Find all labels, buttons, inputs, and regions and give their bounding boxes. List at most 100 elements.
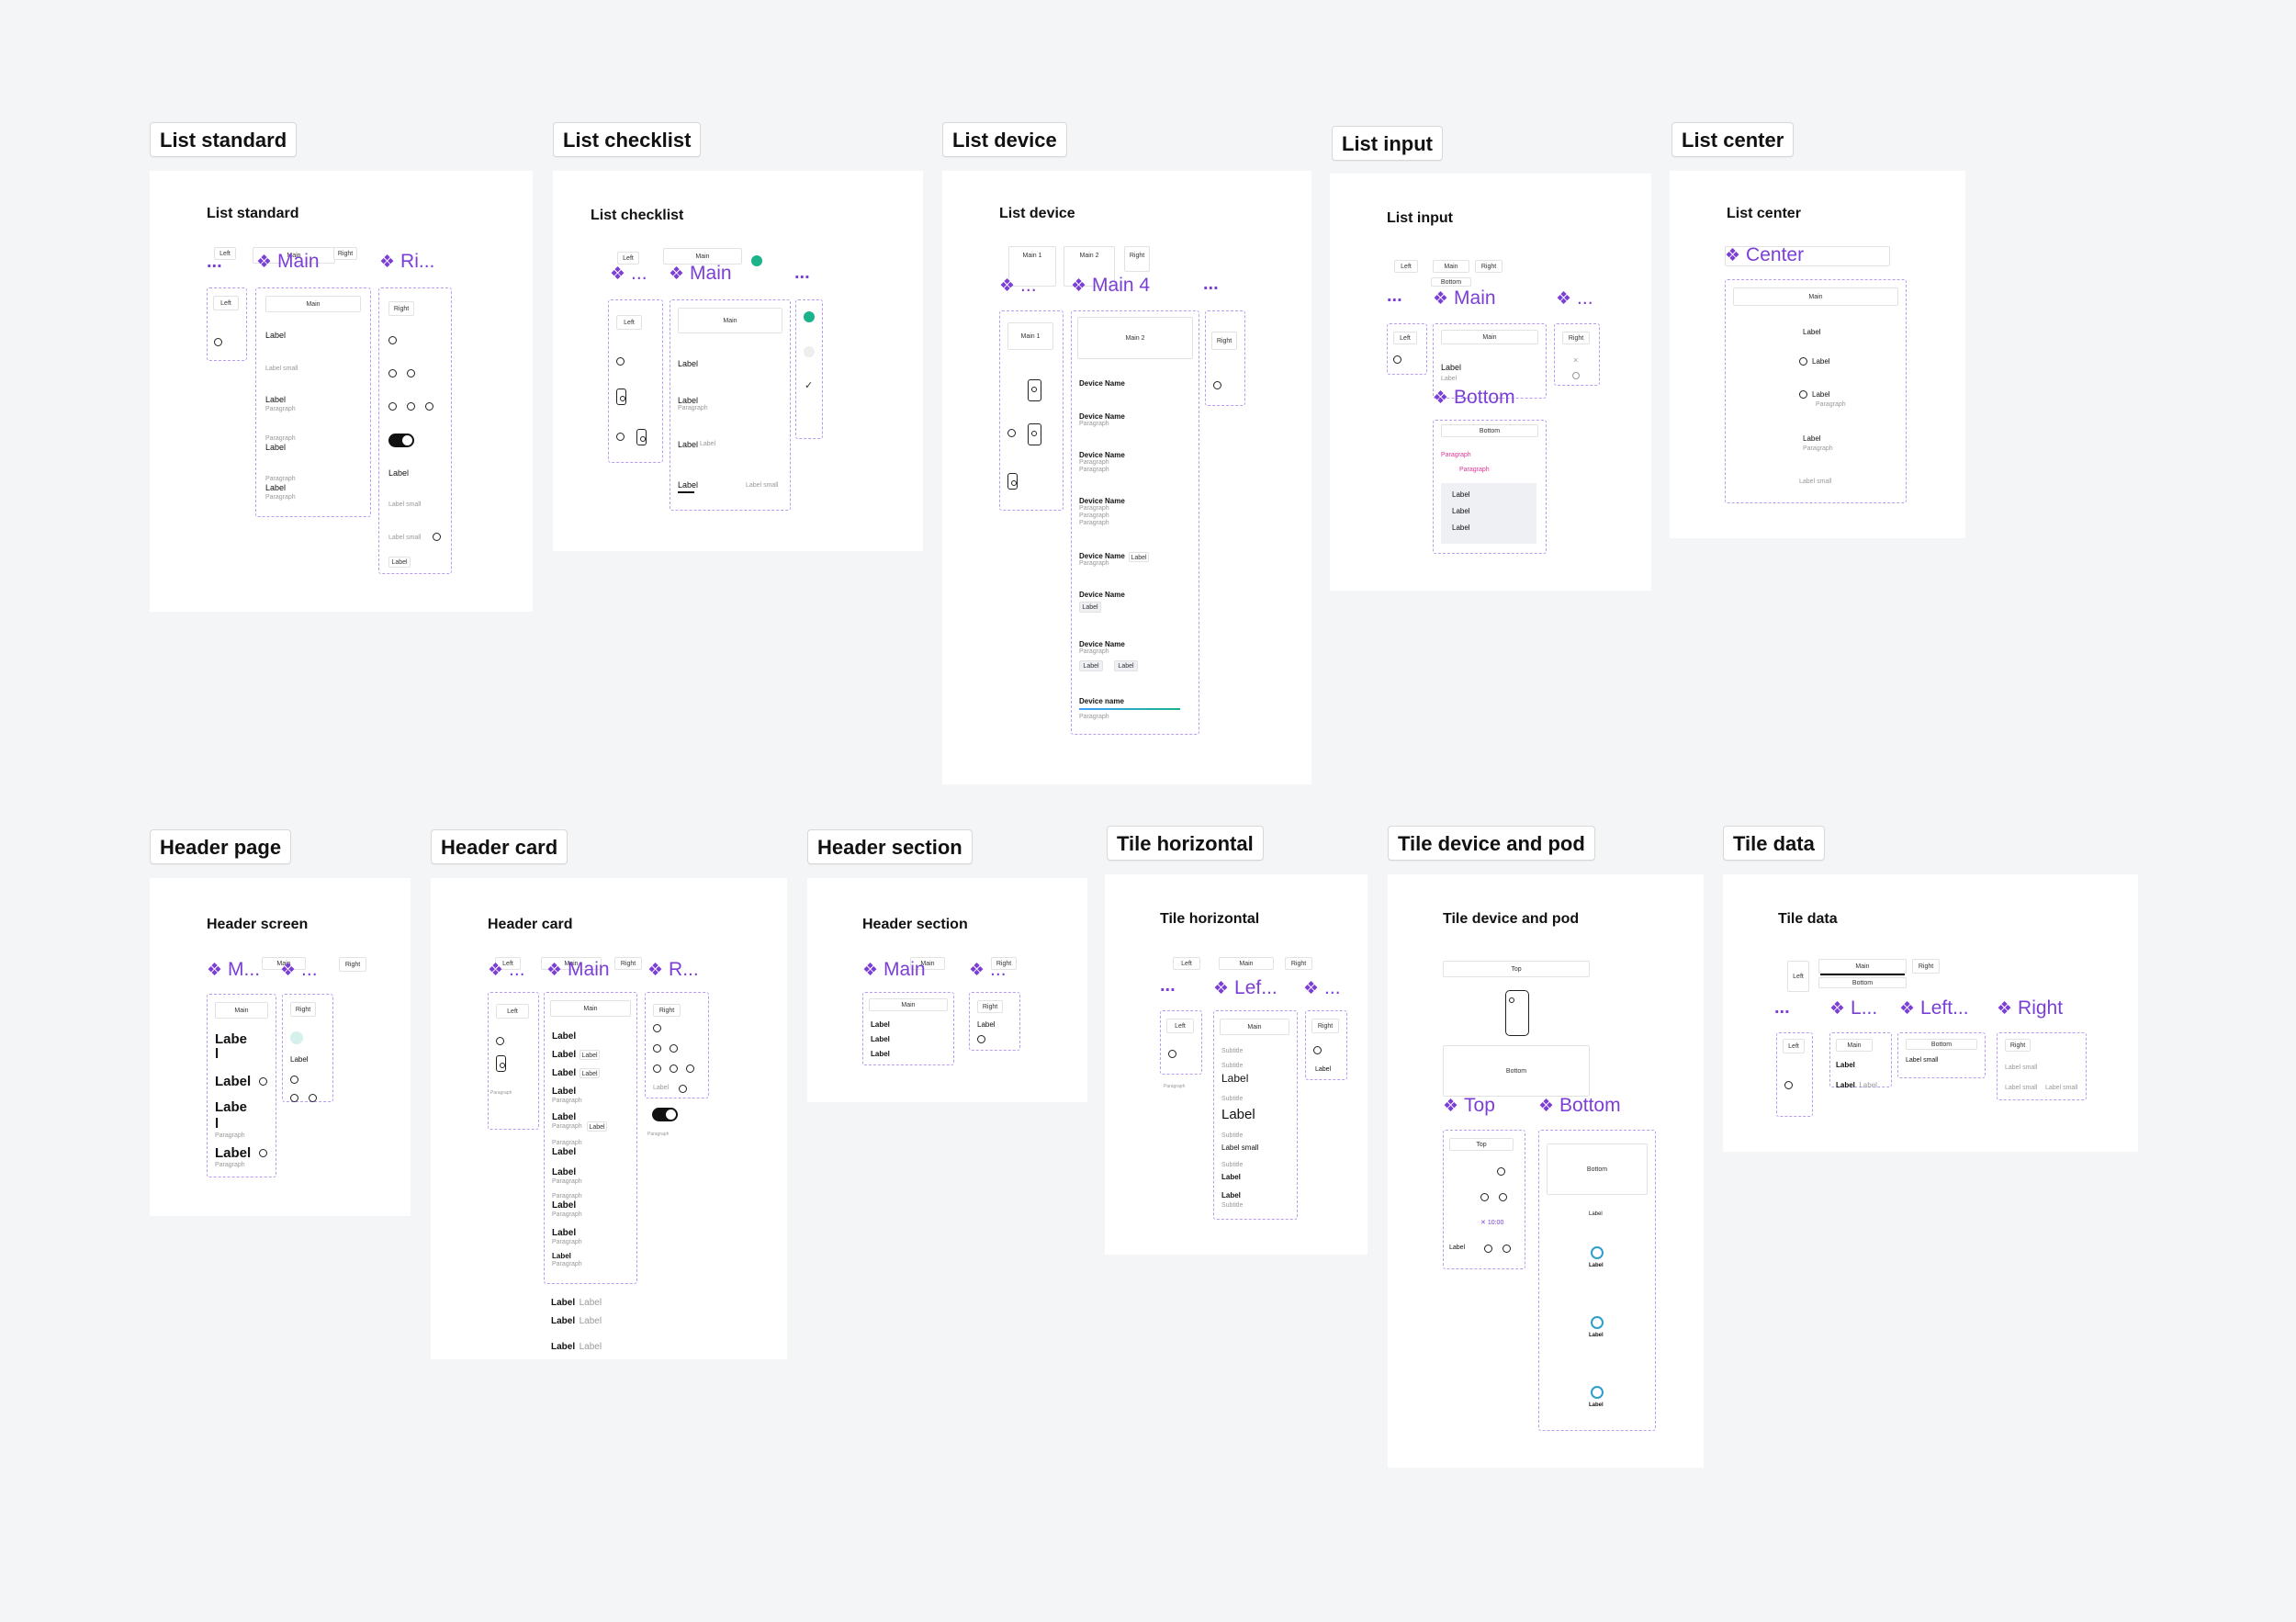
component-label[interactable]: ❖ Main [862,959,926,981]
check-icon[interactable]: ✓ [805,380,814,391]
component-label[interactable]: ❖ Top [1443,1095,1495,1117]
pod-icon[interactable] [1591,1246,1604,1259]
radio-icon[interactable] [496,1037,504,1045]
radio-icon[interactable] [616,433,625,441]
radio-icon[interactable] [259,1077,267,1086]
radio-icon[interactable] [653,1044,661,1053]
chip-main1[interactable]: Main 1 [1007,322,1053,350]
component-label[interactable]: ❖... [1556,287,1593,310]
component-label[interactable]: ❖ Main [256,251,320,273]
section-tab[interactable]: List center [1671,122,1795,157]
chip-left[interactable]: Left [1394,260,1418,273]
section-tab[interactable]: Tile horizontal [1107,826,1264,861]
chip-main[interactable]: Main [1733,287,1898,306]
section-tab[interactable]: List input [1332,126,1443,161]
chip-top[interactable]: Top [1449,1138,1514,1151]
component-label[interactable]: ❖... [488,959,525,981]
radio-icon[interactable] [1499,1193,1507,1201]
component-label[interactable]: ❖... [610,263,647,285]
chip-bottom[interactable]: Bottom [1431,277,1471,287]
component-label[interactable]: ❖ Right [1997,997,2063,1019]
chip-label[interactable]: Label [580,1068,600,1078]
chip-bottom[interactable]: Bottom [1906,1039,1977,1050]
dropdown-list[interactable]: Label Label Label [1441,483,1536,544]
radio-icon[interactable] [407,369,415,377]
component-label[interactable]: ❖ Main [546,959,610,981]
section-tab[interactable]: Header card [431,829,568,864]
radio-icon[interactable] [407,402,415,411]
chip-left[interactable]: Left [214,247,236,260]
pod-icon[interactable] [1591,1386,1604,1399]
chip-label[interactable]: Label [1079,602,1101,613]
component-label[interactable]: ❖ Bottom [1538,1095,1621,1117]
radio-icon[interactable] [388,402,397,411]
chip-left[interactable]: Left [1783,1039,1805,1053]
chip-right[interactable]: Right [2005,1039,2031,1052]
chip-right[interactable]: Right [339,957,366,972]
radio-icon[interactable] [653,1024,661,1032]
chip-main[interactable]: Main [215,1002,268,1019]
chip-label[interactable]: Label [1129,552,1149,562]
chip-left[interactable]: Left [213,296,239,310]
radio-icon[interactable] [670,1064,678,1073]
chip-main[interactable] [1725,246,1890,266]
chip-left[interactable]: Left [1173,957,1200,970]
chip-bottom[interactable]: Bottom [1443,1045,1590,1097]
component-label[interactable]: ❖ Main 4 [1071,275,1150,297]
chip-right[interactable]: Right [290,1002,316,1017]
radio-icon[interactable] [653,1064,661,1073]
chip-left[interactable]: Left [616,315,642,330]
chip-main[interactable]: Main [678,308,782,333]
chip-main[interactable]: Main [1220,1019,1289,1035]
chip-main2[interactable]: Main 2 [1077,317,1193,359]
component-label[interactable]: ❖ Bottom [1433,387,1515,409]
radio-icon[interactable] [1799,357,1807,366]
chip-main[interactable]: Main [265,296,361,312]
chip-main[interactable]: Main [262,957,306,970]
chip-right[interactable]: Right [1124,246,1150,272]
component-label[interactable]: ❖ Left... [1899,997,1969,1019]
chip-main[interactable]: Main [1441,330,1538,344]
component-label[interactable]: ❖ Lef... [1213,977,1277,999]
radio-icon[interactable] [1480,1193,1489,1201]
component-label[interactable]: ❖ R... [647,959,699,981]
chip-label[interactable]: Label [580,1050,600,1060]
chip-right[interactable]: Right [977,1000,1003,1013]
radio-icon[interactable] [1503,1245,1511,1253]
chip-right[interactable]: Right [614,957,642,970]
avatar[interactable] [290,1031,303,1044]
radio-icon[interactable] [433,533,441,541]
chip-label[interactable]: Label [1114,660,1138,671]
radio-icon[interactable] [309,1094,317,1102]
chip-right[interactable]: Right [1211,332,1237,350]
chip-main[interactable]: Main [550,1000,631,1017]
chip-main[interactable]: Main [1836,1039,1873,1052]
chip-main[interactable]: Main [541,957,602,970]
radio-icon[interactable] [1007,429,1016,437]
section-tab[interactable]: Tile device and pod [1388,826,1595,861]
radio-icon[interactable] [214,338,222,346]
section-tab[interactable]: List device [942,122,1067,157]
radio-icon[interactable] [1799,390,1807,399]
chip-right[interactable]: Right [991,957,1017,970]
radio-icon[interactable] [1784,1081,1793,1089]
chip-right[interactable]: Right [388,301,414,316]
chip-label[interactable]: Label [1079,660,1103,671]
radio-icon[interactable] [388,336,397,344]
radio-icon[interactable] [686,1064,694,1073]
radio-icon[interactable] [1168,1050,1176,1058]
component-label[interactable]: ❖ M... [207,959,260,981]
component-label[interactable]: ❖ Ri... [379,251,434,273]
section-tab[interactable]: List standard [150,122,298,157]
section-tab[interactable]: List checklist [553,122,702,157]
dropdown-item[interactable]: Label [1452,490,1470,499]
radio-icon[interactable] [1393,355,1401,364]
radio-icon[interactable] [1572,372,1580,379]
chip-main[interactable]: Main [869,998,948,1011]
chip-right[interactable]: Right [333,247,357,260]
section-tab[interactable]: Header section [807,829,973,864]
chip-left[interactable]: Left [1787,961,1809,992]
radio-icon[interactable] [1497,1167,1505,1176]
radio-icon[interactable] [1313,1046,1322,1054]
chip-bottom[interactable]: Bottom [1547,1143,1648,1195]
